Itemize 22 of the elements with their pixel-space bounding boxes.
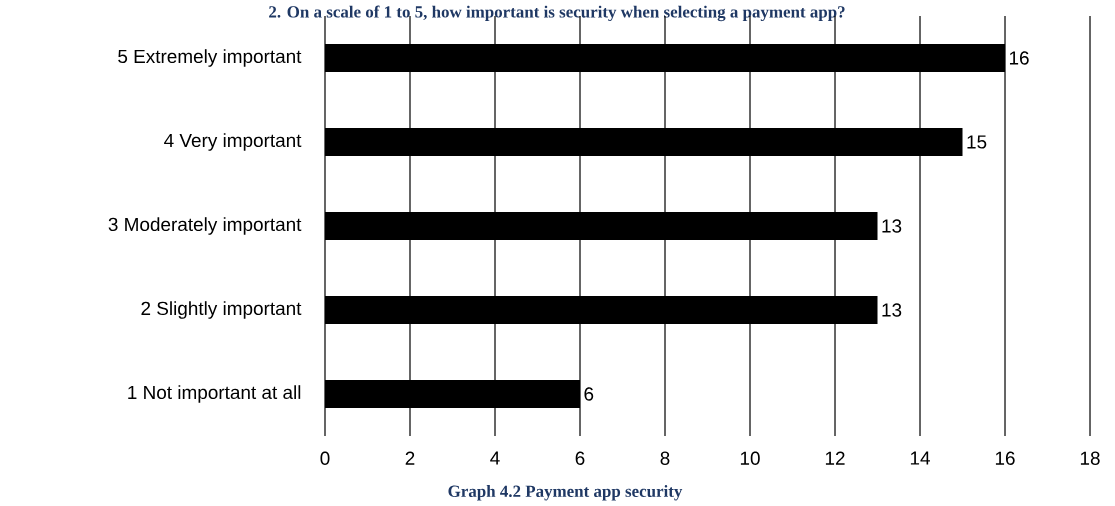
x-tick-label: 6 (575, 451, 585, 465)
data-label: 13 (882, 303, 902, 317)
y-tick-label: 4 Very important (164, 133, 302, 151)
data-label: 16 (1009, 51, 1029, 65)
data-label: 13 (882, 219, 902, 233)
x-tick-label: 8 (660, 451, 670, 465)
y-tick-label: 2 Slightly important (141, 301, 302, 319)
x-tick-label: 14 (910, 451, 930, 465)
y-tick-label: 3 Moderately important (108, 217, 302, 235)
y-tick-label: 1 Not important at all (128, 385, 301, 403)
x-tick-label: 18 (1080, 451, 1100, 465)
y-tick-label: 5 Extremely important (118, 49, 302, 67)
data-label: 6 (584, 387, 594, 401)
x-tick-label: 10 (740, 451, 760, 465)
x-tick-label: 12 (825, 451, 845, 465)
data-label: 15 (967, 135, 987, 149)
x-tick-label: 0 (320, 451, 330, 465)
x-tick-label: 4 (490, 451, 500, 465)
x-tick-label: 2 (405, 451, 415, 465)
caption: Graph 4.2 Payment app security (448, 485, 683, 501)
chart-title: 2. On a scale of 1 to 5, how important is security when selecting a payment app? (269, 5, 845, 22)
x-tick-label: 16 (995, 451, 1015, 465)
